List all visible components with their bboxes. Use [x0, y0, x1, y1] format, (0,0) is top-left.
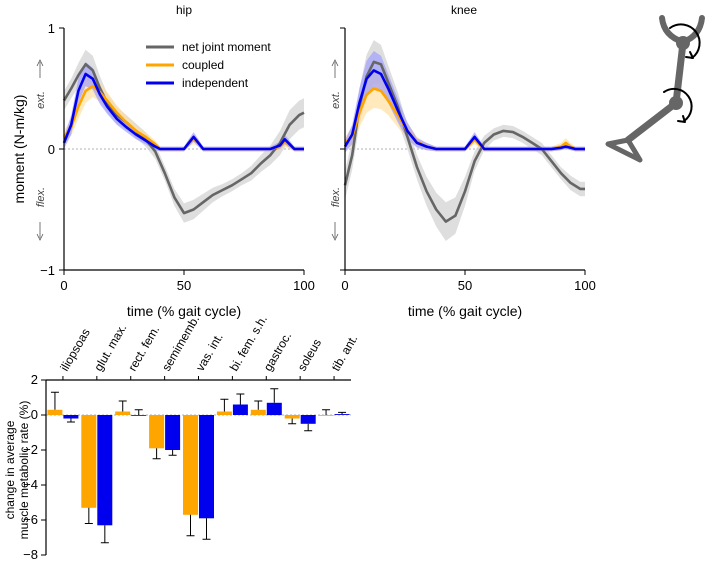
foot-segment-icon — [605, 137, 643, 163]
flex-arrowhead-icon — [36, 233, 44, 241]
bar-category-label-0: iliopsoas — [57, 326, 92, 373]
hip-rotation-arrowhead-icon — [685, 51, 694, 59]
bar-category-label-8: tib. ant. — [329, 332, 361, 373]
hip-y-label: moment (N-m/kg) — [11, 95, 27, 204]
knee-title: knee — [451, 3, 477, 17]
knee-plot-area — [343, 40, 585, 241]
hip-ytick-label-neg1: −1 — [40, 263, 55, 278]
knee-rotation-arrow-icon — [663, 87, 693, 122]
legend-coupled-label: coupled — [182, 58, 224, 72]
bar-coupled-8 — [318, 415, 334, 416]
hip-ytick-label-0: 0 — [48, 142, 55, 157]
knee-xtick-label-100: 100 — [574, 278, 596, 293]
bar-ytick-label-4: −6 — [23, 512, 38, 527]
bar-y-label-line-2: muscle metabolic rate (%) — [17, 401, 31, 540]
knee-flex-arrowhead-icon — [331, 233, 339, 241]
bar-independent-1 — [97, 415, 113, 526]
bar-coupled-6 — [250, 409, 266, 416]
bar-category-label-7: soleus — [295, 336, 324, 373]
bar-ytick-label-1: 0 — [31, 407, 38, 422]
hip-panel: hip 1 0 −1 0 50 100 time (% gait cycle) … — [11, 3, 315, 319]
bar-ytick-label-3: −4 — [23, 477, 38, 492]
bar-coupled-0 — [47, 409, 63, 416]
hip-band-2 — [64, 61, 304, 152]
knee-xtick-label-0: 0 — [341, 278, 348, 293]
hip-rotation-arrow-icon — [669, 23, 701, 59]
hip-series-line-2 — [62, 72, 304, 151]
knee-panel: knee 0 50 100 time (% gait cycle) ext. f… — [330, 3, 596, 319]
bar-coupled-1 — [81, 415, 97, 508]
bar-category-label-2: rect. fem. — [125, 323, 162, 373]
bar-independent-7 — [300, 415, 316, 424]
knee-xtick-label-50: 50 — [458, 278, 472, 293]
hip-ytick-label-1: 1 — [48, 21, 55, 36]
bar-independent-4 — [199, 415, 214, 519]
knee-rotation-arrowhead-icon — [677, 115, 686, 123]
bar-plot-area — [46, 388, 351, 544]
bar-category-label-4: vas. int. — [193, 331, 226, 374]
bar-coupled-2 — [115, 411, 131, 415]
knee-ext-arrowhead-icon — [331, 59, 339, 67]
bar-independent-5 — [232, 404, 248, 415]
bar-coupled-4 — [183, 415, 198, 515]
hip-band-0 — [64, 49, 304, 223]
bar-category-label-6: gastroc. — [261, 330, 294, 374]
hip-xtick-label-100: 100 — [293, 278, 315, 293]
knee-series-line-2 — [343, 69, 585, 151]
bar-y-label-line-1: change in average — [3, 420, 17, 519]
knee-flex-label: flex. — [330, 187, 342, 207]
bar-ytick-label-5: −8 — [23, 547, 38, 562]
bar-independent-6 — [266, 402, 282, 416]
bar-ytick-label-2: −2 — [23, 442, 38, 457]
knee-x-label: time (% gait cycle) — [408, 303, 522, 319]
bar-category-label-1: glut. max. — [91, 321, 129, 373]
legend: net joint moment coupled independent — [146, 40, 271, 90]
hip-x-label: time (% gait cycle) — [127, 303, 241, 319]
bar-coupled-5 — [216, 411, 232, 415]
thigh-segment-icon — [672, 39, 687, 107]
bar-coupled-3 — [149, 415, 165, 449]
knee-ext-label: ext. — [330, 91, 342, 109]
bar-coupled-7 — [284, 415, 300, 419]
bar-independent-3 — [165, 415, 181, 450]
bar-independent-2 — [131, 415, 147, 416]
bar-y-ticks: 2 0 −2 −4 −6 −8 — [23, 372, 46, 562]
shank-segment-icon — [624, 99, 680, 144]
bar-ytick-label-0: 2 — [31, 372, 38, 387]
bar-independent-8 — [334, 414, 350, 415]
legend-net-label: net joint moment — [182, 40, 271, 54]
legend-independent-label: independent — [182, 76, 249, 90]
hip-flex-label: flex. — [35, 187, 47, 207]
hip-xtick-label-0: 0 — [60, 278, 67, 293]
hip-xtick-label-50: 50 — [177, 278, 191, 293]
bar-chart-panel: change in average muscle metabolic rate … — [3, 313, 360, 562]
hip-ext-label: ext. — [35, 91, 47, 109]
ext-arrowhead-icon — [36, 59, 44, 67]
knee-series-line-0 — [343, 60, 585, 223]
hip-series-line-0 — [62, 63, 305, 215]
hip-title: hip — [176, 3, 192, 17]
hip-plot-area — [62, 49, 305, 223]
leg-exoskeleton-icon — [605, 15, 705, 163]
bar-independent-0 — [63, 415, 79, 419]
